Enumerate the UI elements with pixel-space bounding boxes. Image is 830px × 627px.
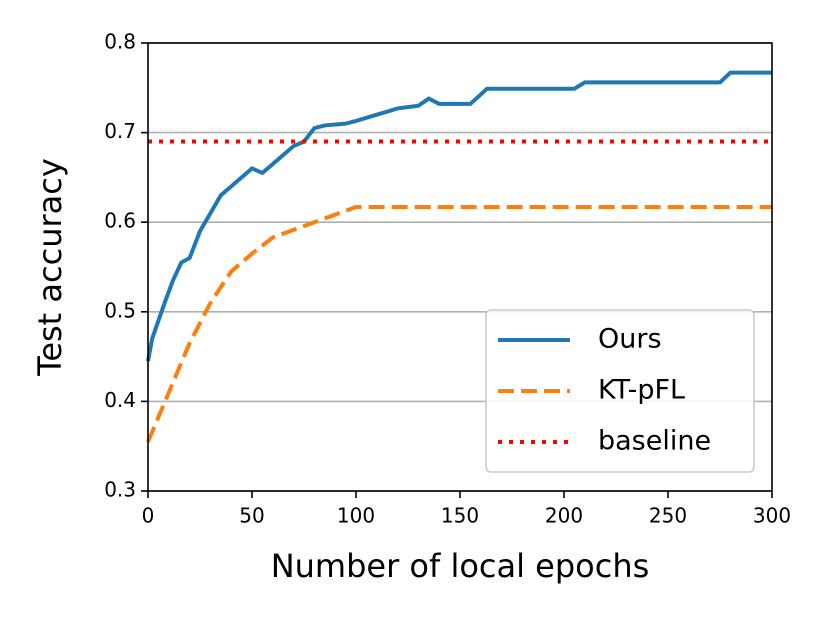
y-tick-label: 0.8 [104, 30, 136, 54]
y-tick-label: 0.7 [104, 119, 136, 143]
y-tick-label: 0.3 [104, 478, 136, 502]
y-tick-label: 0.5 [104, 298, 136, 322]
legend-box [485, 309, 755, 473]
y-axis-label: Test accuracy [31, 158, 69, 377]
line-series [146, 204, 772, 443]
x-tick-label: 100 [337, 504, 375, 528]
x-axis-label: Number of local epochs [271, 547, 650, 585]
x-tick-label: 200 [545, 504, 583, 528]
x-tick-label: 300 [753, 504, 791, 528]
y-tick-label: 0.6 [104, 209, 136, 233]
legend-label: Ours [598, 324, 662, 355]
x-tick-label: 150 [441, 504, 479, 528]
legend-label: KT-pFL [598, 375, 685, 406]
y-tick-label: 0.4 [104, 388, 136, 412]
x-tick-label: 50 [239, 504, 264, 528]
plot-frame [147, 42, 773, 492]
x-tick-label: 0 [142, 504, 155, 528]
legend-label: baseline [598, 426, 711, 457]
line-series [146, 70, 772, 362]
x-tick-label: 250 [649, 504, 687, 528]
